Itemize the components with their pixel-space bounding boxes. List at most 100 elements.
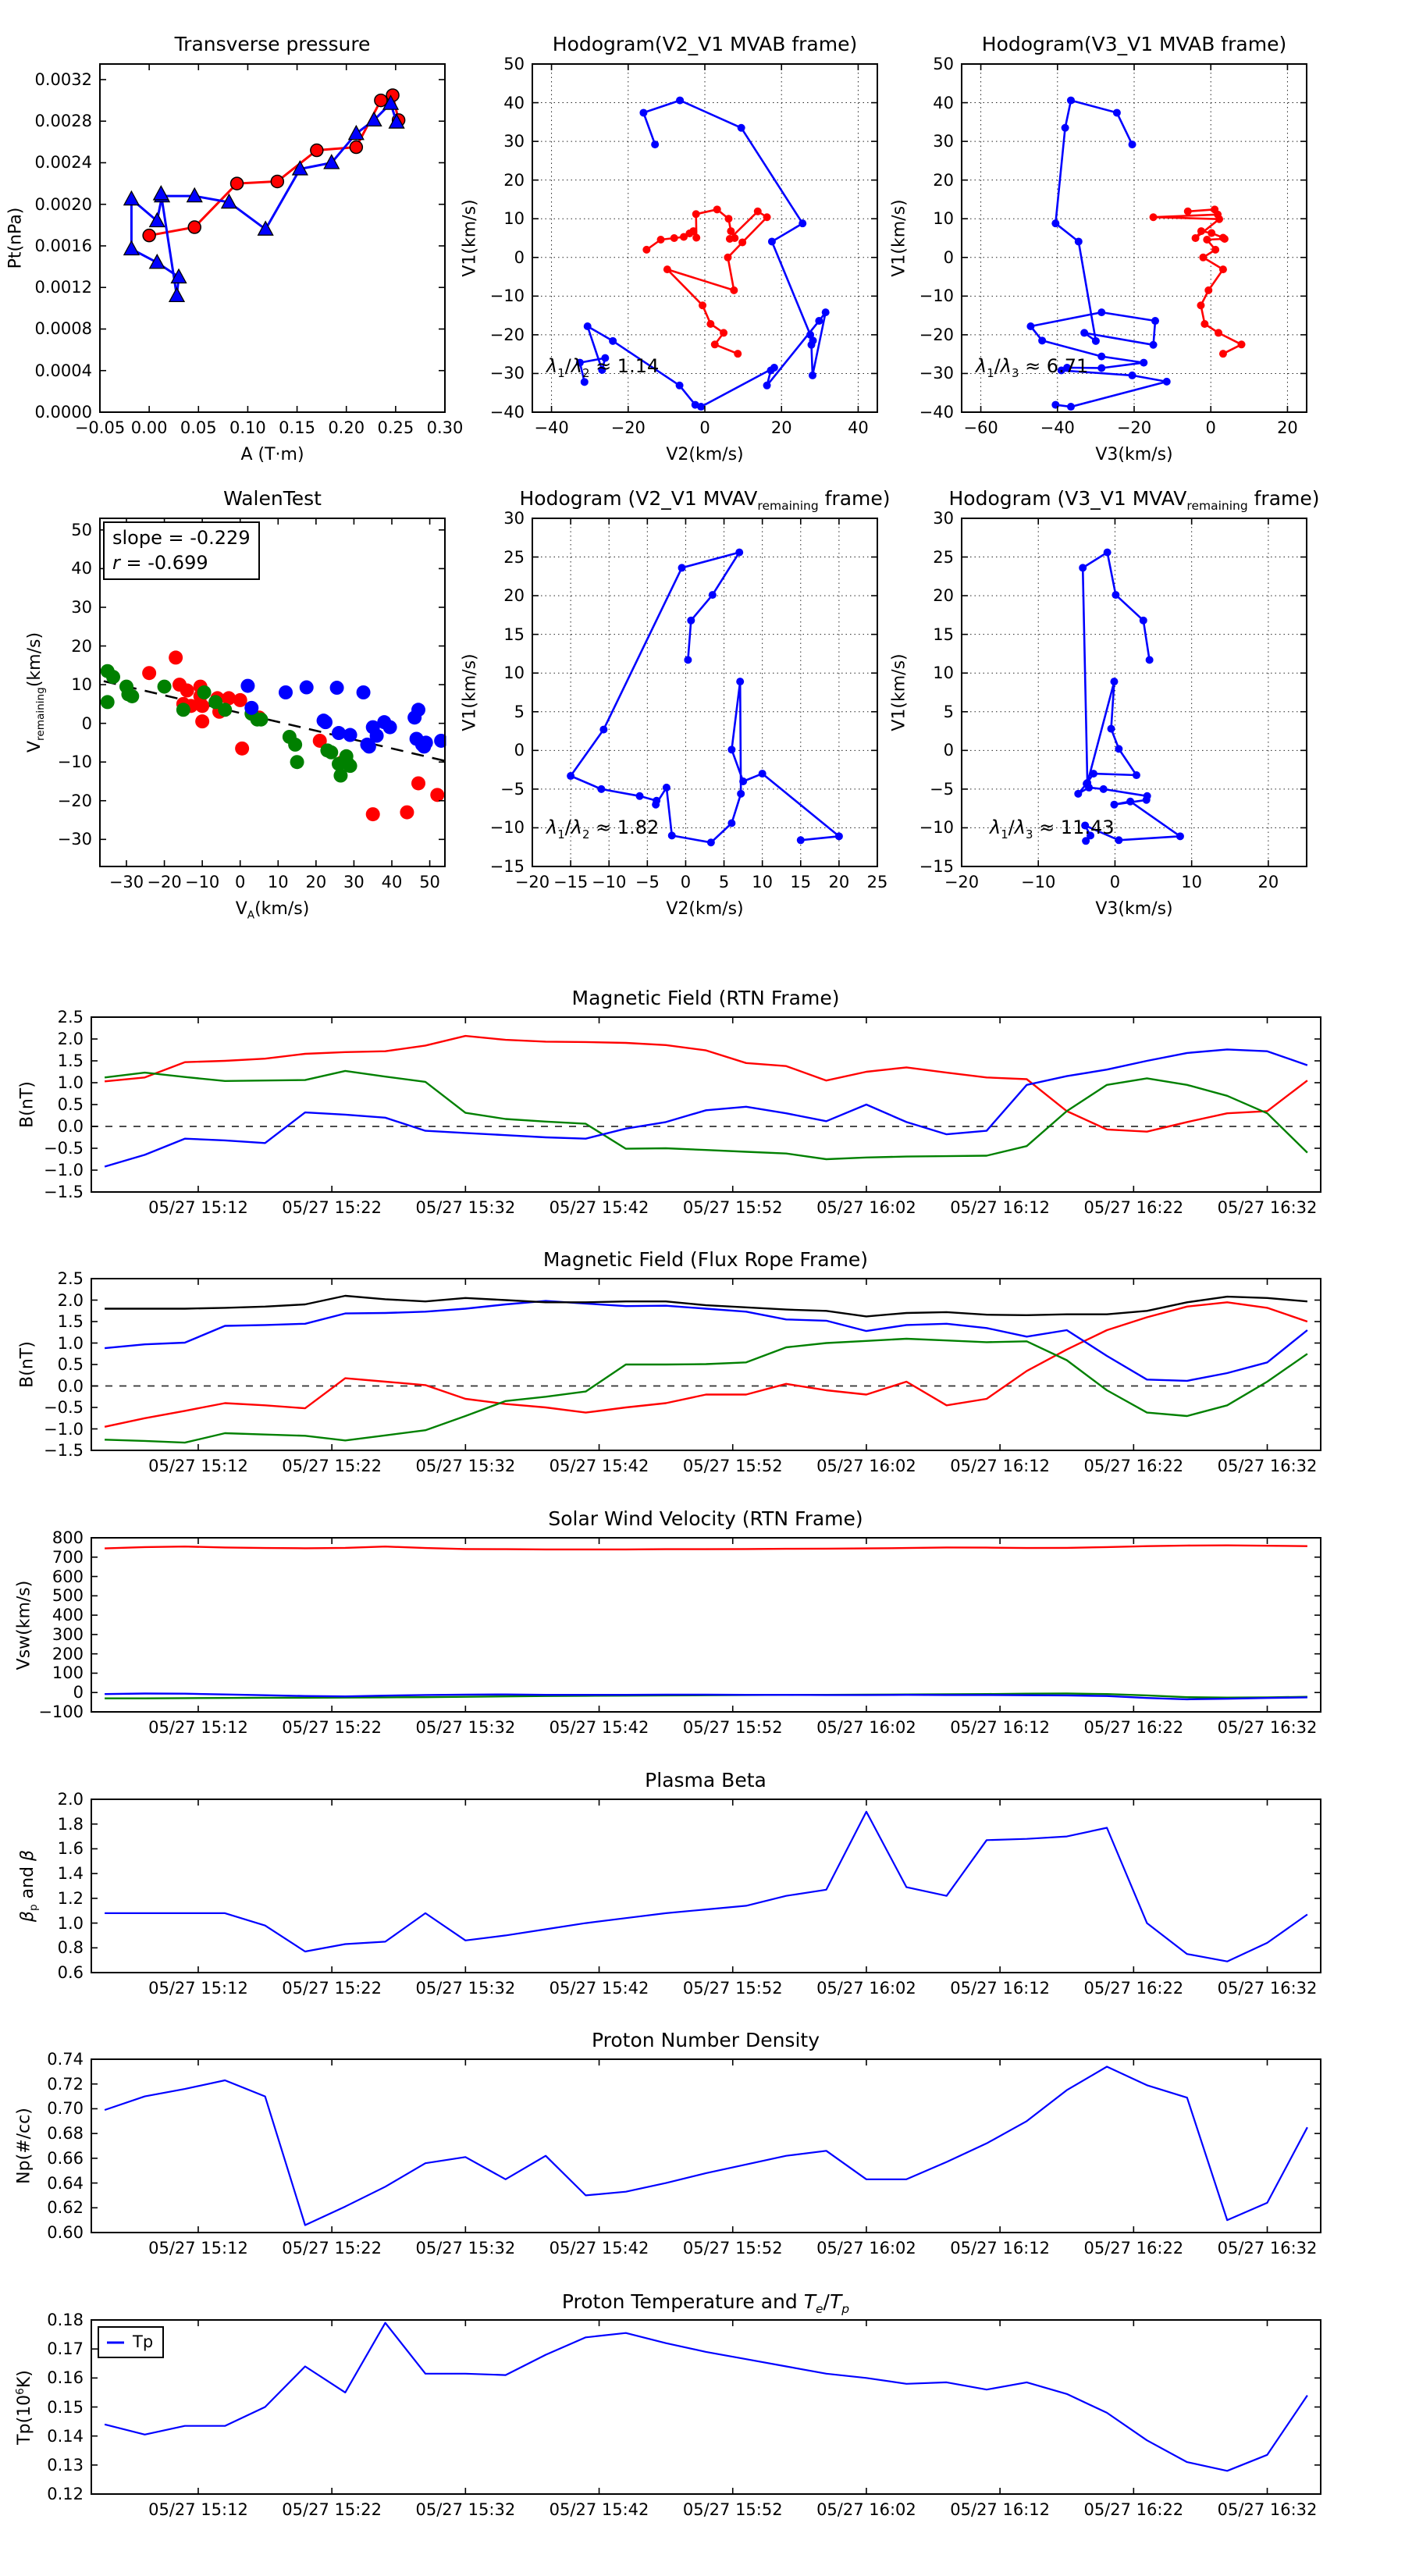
proton-temp-xtick: 05/27 15:42 xyxy=(549,2500,649,2519)
mag-rtn-ytick: 1.5 xyxy=(57,1051,84,1070)
mag-fluxrope-xtick: 05/27 16:12 xyxy=(950,1457,1050,1475)
mag-rtn-ytick: 2.5 xyxy=(57,1008,84,1026)
transverse-pressure-ytick: 0.0004 xyxy=(34,361,92,380)
walen-test-ytick: 40 xyxy=(71,559,92,578)
hodogram-v2v1-mvab-xtick: −40 xyxy=(534,418,569,437)
proton-density-ytick: 0.68 xyxy=(47,2124,84,2144)
mag-rtn-ylabel: B(nT) xyxy=(17,1081,37,1128)
plasma-beta-xtick: 05/27 15:12 xyxy=(148,1979,248,1998)
proton-temp-xtick: 05/27 16:22 xyxy=(1083,2500,1184,2519)
vsw-rtn-ytick: 800 xyxy=(52,1528,84,1547)
mag-fluxrope-xtick: 05/27 15:12 xyxy=(148,1457,248,1475)
transverse-pressure-ylabel: Pt(nPa) xyxy=(5,207,26,269)
hodogram-v3v1-mvab-ylabel: V1(km/s) xyxy=(889,199,909,277)
transverse-pressure-plot xyxy=(99,63,446,413)
mag-rtn-ytick: 0.5 xyxy=(57,1095,84,1114)
hodogram-v3v1-mvav-ytick: −10 xyxy=(919,818,954,838)
series-B-over-sqrt-mu0rho xyxy=(578,99,827,408)
proton-temp-ytick: 0.16 xyxy=(47,2368,84,2388)
walen-test-xtick: −10 xyxy=(184,873,220,891)
mag-fluxrope-ytick: 1.5 xyxy=(57,1312,84,1331)
mag-rtn-ytick: −0.5 xyxy=(44,1139,84,1158)
walen-test-ytick: 50 xyxy=(71,520,92,539)
transverse-pressure-xtick: 0.00 xyxy=(130,418,168,437)
hodogram-v2v1-mvab-ylabel: V1(km/s) xyxy=(460,199,480,277)
walen-test-ytick: 0 xyxy=(81,713,92,733)
vsw-rtn-ytick: 0 xyxy=(73,1683,84,1703)
hodogram-v3v1-mvav-frame xyxy=(961,518,1307,867)
series-2nd-half-path-markers xyxy=(123,94,405,303)
mag-fluxrope-plot xyxy=(91,1278,1321,1451)
series-fit-line xyxy=(103,680,446,762)
series-Np xyxy=(104,2065,1308,2226)
hodogram-v3v1-mvav-ytick: 10 xyxy=(933,664,954,683)
hodogram-v3v1-mvab-ytick: 10 xyxy=(933,209,954,229)
vsw-rtn-ytick: −100 xyxy=(38,1703,84,1721)
hodogram-v2v1-mvav-xtick: 15 xyxy=(790,873,812,891)
hodogram-v2v1-mvav-ytick: 5 xyxy=(514,702,525,721)
title-transverse-pressure: Transverse pressure xyxy=(174,33,371,55)
proton-density-xtick: 05/27 15:42 xyxy=(549,2239,649,2258)
plasma-beta-ytick: 0.6 xyxy=(57,1963,84,1982)
transverse-pressure-ytick: 0.0008 xyxy=(34,319,92,339)
proton-density-xtick: 05/27 15:32 xyxy=(415,2239,516,2258)
proton-density-xtick: 05/27 16:02 xyxy=(816,2239,916,2258)
hodogram-v2v1-mvav-xlabel: V2(km/s) xyxy=(666,899,744,919)
mag-rtn-ytick: −1.5 xyxy=(44,1183,84,1201)
hodogram-v2v1-mvav-xtick: 10 xyxy=(752,873,774,891)
walen-test-ytick: 10 xyxy=(71,675,92,695)
hodogram-v2v1-mvav-xtick: 0 xyxy=(680,873,692,891)
hodogram-v3v1-mvab-ytick: 0 xyxy=(943,247,954,267)
hodogram-v3v1-mvab-ytick: −30 xyxy=(919,364,954,383)
hodogram-v2v1-mvav-ytick: 30 xyxy=(503,509,525,528)
vsw-rtn-frame xyxy=(91,1537,1321,1713)
series-1st-half-path-markers xyxy=(142,88,406,243)
vsw-rtn-xtick: 05/27 15:22 xyxy=(282,1718,382,1737)
mag-fluxrope-xtick: 05/27 15:52 xyxy=(682,1457,783,1475)
transverse-pressure-xlabel: A (T·m) xyxy=(240,445,304,464)
title-mag-fluxrope: Magnetic Field (Flux Rope Frame) xyxy=(542,1248,869,1271)
proton-temp-ytick: 0.14 xyxy=(47,2426,84,2446)
mag-rtn-plot xyxy=(91,1016,1321,1193)
walen-test-ytick: −30 xyxy=(57,830,92,849)
mag-fluxrope-ytick: 2.5 xyxy=(57,1269,84,1288)
plasma-beta-ytick: 1.0 xyxy=(57,1913,84,1933)
proton-temp-ytick: 0.18 xyxy=(47,2311,84,2329)
proton-density-frame xyxy=(91,2058,1321,2233)
series-Bn xyxy=(104,1048,1308,1168)
title-hodogram-v3v1-mvav: Hodogram (V3_V1 MVAVremaining frame) xyxy=(948,487,1320,513)
hodogram-v2v1-mvav-xtick: −20 xyxy=(514,873,550,891)
proton-density-ytick: 0.74 xyxy=(47,2050,84,2069)
proton-temp-xtick: 05/27 16:02 xyxy=(816,2500,916,2519)
series-beta-p xyxy=(105,1810,1308,1962)
plasma-beta-xtick: 05/27 16:32 xyxy=(1217,1979,1318,1998)
mag-rtn-frame xyxy=(91,1016,1321,1193)
walen-test-ylabel: Vremaining(km/s) xyxy=(24,632,48,753)
series-B-over-sqrt-mu0rho-markers xyxy=(1026,96,1171,411)
proton-density-xtick: 05/27 15:22 xyxy=(282,2239,382,2258)
title-proton-temp: Proton Temperature and Te/Tp xyxy=(561,2290,850,2316)
title-mag-rtn: Magnetic Field (RTN Frame) xyxy=(571,987,840,1009)
hodogram-v3v1-mvav-ytick: 30 xyxy=(933,509,954,528)
hodogram-v3v1-mvav-ylabel: V1(km/s) xyxy=(889,653,909,731)
hodogram-v2v1-mvav-xtick: −10 xyxy=(592,873,627,891)
plasma-beta-plot xyxy=(91,1799,1321,1973)
hodogram-v3v1-mvav-xtick: −10 xyxy=(1021,873,1056,891)
hodogram-v3v1-mvav-plot xyxy=(961,518,1307,867)
series-velocity-hodogram xyxy=(1077,551,1182,842)
proton-temp-xtick: 05/27 15:52 xyxy=(682,2500,783,2519)
proton-temp-xtick: 05/27 16:32 xyxy=(1217,2500,1318,2519)
vsw-rtn-ytick: 500 xyxy=(52,1586,84,1606)
hodogram-v2v1-mvav-plot xyxy=(532,518,878,867)
proton-density-plot xyxy=(91,2058,1321,2233)
proton-density-xtick: 05/27 15:12 xyxy=(148,2239,248,2258)
plasma-beta-xtick: 05/27 16:12 xyxy=(950,1979,1050,1998)
mag-rtn-ytick: 1.0 xyxy=(57,1073,84,1092)
hodogram-v2v1-mvab-ytick: 0 xyxy=(514,247,525,267)
title-hodogram-v2v1-mvav: Hodogram (V2_V1 MVAVremaining frame) xyxy=(519,487,891,513)
vsw-rtn-xtick: 05/27 15:42 xyxy=(549,1718,649,1737)
hodogram-v3v1-mvab-ytick: −20 xyxy=(919,325,954,344)
hodogram-v3v1-mvav-xtick: 0 xyxy=(1109,873,1121,891)
legend-label: Tp xyxy=(133,2332,154,2351)
